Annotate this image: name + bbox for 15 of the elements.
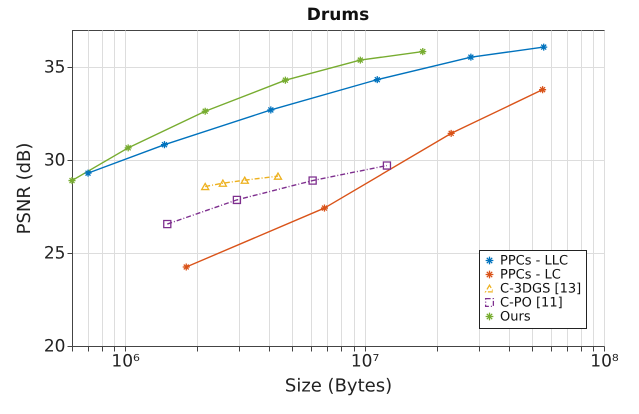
chart-title: Drums — [306, 5, 370, 25]
x-axis-title: Size (Bytes) — [284, 376, 392, 396]
y-tick-label: 25 — [44, 244, 66, 264]
x-tick-label: 10⁸ — [590, 352, 619, 372]
y-tick-label: 20 — [44, 336, 66, 356]
legend-label: Ours — [500, 310, 531, 324]
y-axis-title: PSNR (dB) — [14, 142, 35, 234]
legend-label: C-3DGS [13] — [500, 282, 582, 296]
y-tick-label: 35 — [44, 58, 66, 78]
legend-label: C-PO [11] — [500, 296, 563, 310]
y-tick-label: 30 — [44, 150, 66, 171]
x-tick-label: 10⁶ — [111, 352, 140, 372]
legend-label: PPCs - LLC — [500, 254, 568, 268]
x-tick-label: 10⁷ — [350, 352, 380, 372]
legend-label: PPCs - LC — [500, 268, 561, 282]
